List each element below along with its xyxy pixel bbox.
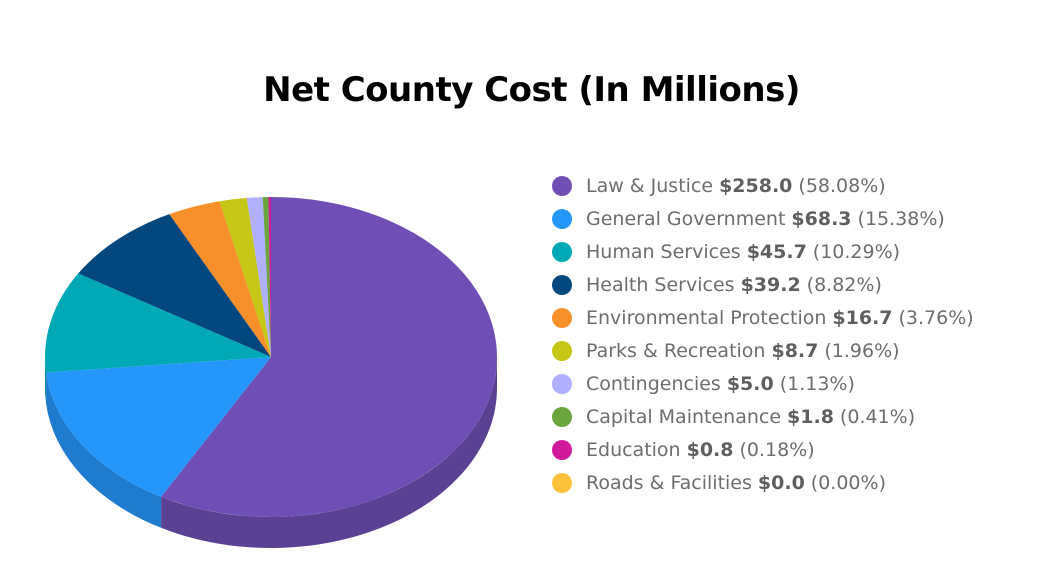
pie-slice[interactable] [219, 197, 271, 357]
legend-percent: (3.76%) [898, 306, 974, 329]
pie-slice[interactable] [262, 197, 271, 357]
pie-slice[interactable] [268, 197, 271, 357]
legend-label: Health Services [586, 273, 735, 296]
legend-percent: (1.13%) [779, 372, 855, 395]
legend-swatch-icon [552, 241, 572, 262]
legend-percent: (0.00%) [810, 471, 886, 494]
legend-swatch-icon [552, 340, 572, 361]
legend-label: Education [586, 438, 681, 461]
legend-percent: (8.82%) [806, 273, 882, 296]
legend-item[interactable]: Law & Justice $258.0 (58.08%) [552, 169, 974, 202]
legend-label: Roads & Facilities [586, 471, 752, 494]
legend-item[interactable]: Parks & Recreation $8.7 (1.96%) [552, 334, 974, 367]
legend-swatch-icon [552, 406, 572, 427]
legend-label: Law & Justice [586, 174, 714, 197]
legend: Law & Justice $258.0 (58.08%) General Gover… [552, 169, 974, 499]
legend-swatch-icon [552, 208, 572, 229]
legend-value: $1.8 [787, 405, 834, 428]
legend-item[interactable]: Contingencies $5.0 (1.13%) [552, 367, 974, 400]
legend-item[interactable]: Health Services $39.2 (8.82%) [552, 268, 974, 301]
legend-item[interactable]: Education $0.8 (0.18%) [552, 433, 974, 466]
legend-percent: (0.18%) [739, 438, 815, 461]
pie-slice-side [161, 357, 498, 549]
legend-value: $68.3 [791, 207, 852, 230]
pie-slice[interactable] [161, 197, 498, 517]
legend-item[interactable]: Environmental Protection $16.7 (3.76%) [552, 301, 974, 334]
legend-value: $45.7 [746, 240, 807, 263]
pie-slice[interactable] [46, 357, 271, 497]
pie-chart [45, 197, 498, 549]
legend-value: $8.7 [771, 339, 819, 362]
pie-slice[interactable] [45, 273, 271, 373]
pie-slice[interactable] [246, 197, 271, 357]
legend-percent: (58.08%) [798, 174, 886, 197]
legend-item[interactable]: Roads & Facilities $0.0 (0.00%) [552, 466, 974, 499]
legend-label: Parks & Recreation [586, 339, 766, 362]
legend-percent: (10.29%) [812, 240, 901, 263]
legend-label: Environmental Protection [586, 306, 827, 329]
pie-slice[interactable] [169, 201, 271, 357]
legend-percent: (0.41%) [839, 405, 916, 428]
legend-value: $0.8 [686, 438, 734, 461]
legend-percent: (1.96%) [824, 339, 900, 362]
legend-value: $16.7 [832, 306, 893, 329]
legend-swatch-icon [552, 439, 572, 460]
legend-swatch-icon [552, 373, 572, 394]
legend-value: $0.0 [757, 471, 805, 494]
legend-label: Capital Maintenance [586, 405, 782, 428]
legend-value: $39.2 [740, 273, 801, 296]
legend-label: General Government [586, 207, 786, 230]
legend-value: $258.0 [719, 174, 793, 197]
pie-slice[interactable] [78, 214, 271, 357]
legend-label: Contingencies [586, 372, 721, 395]
legend-label: Human Services [586, 240, 741, 263]
pie-slice-side [45, 357, 47, 404]
legend-swatch-icon [552, 472, 572, 493]
legend-swatch-icon [552, 307, 572, 328]
legend-swatch-icon [552, 175, 572, 196]
legend-swatch-icon [552, 274, 572, 295]
legend-item[interactable]: General Government $68.3 (15.38%) [552, 202, 974, 235]
legend-item[interactable]: Capital Maintenance $1.8 (0.41%) [552, 400, 974, 433]
legend-percent: (15.38%) [857, 207, 945, 230]
chart-title: Net County Cost (In Millions) [263, 70, 800, 110]
legend-item[interactable]: Human Services $45.7 (10.29%) [552, 235, 974, 268]
pie-slice-side [46, 372, 162, 528]
legend-value: $5.0 [726, 372, 774, 395]
